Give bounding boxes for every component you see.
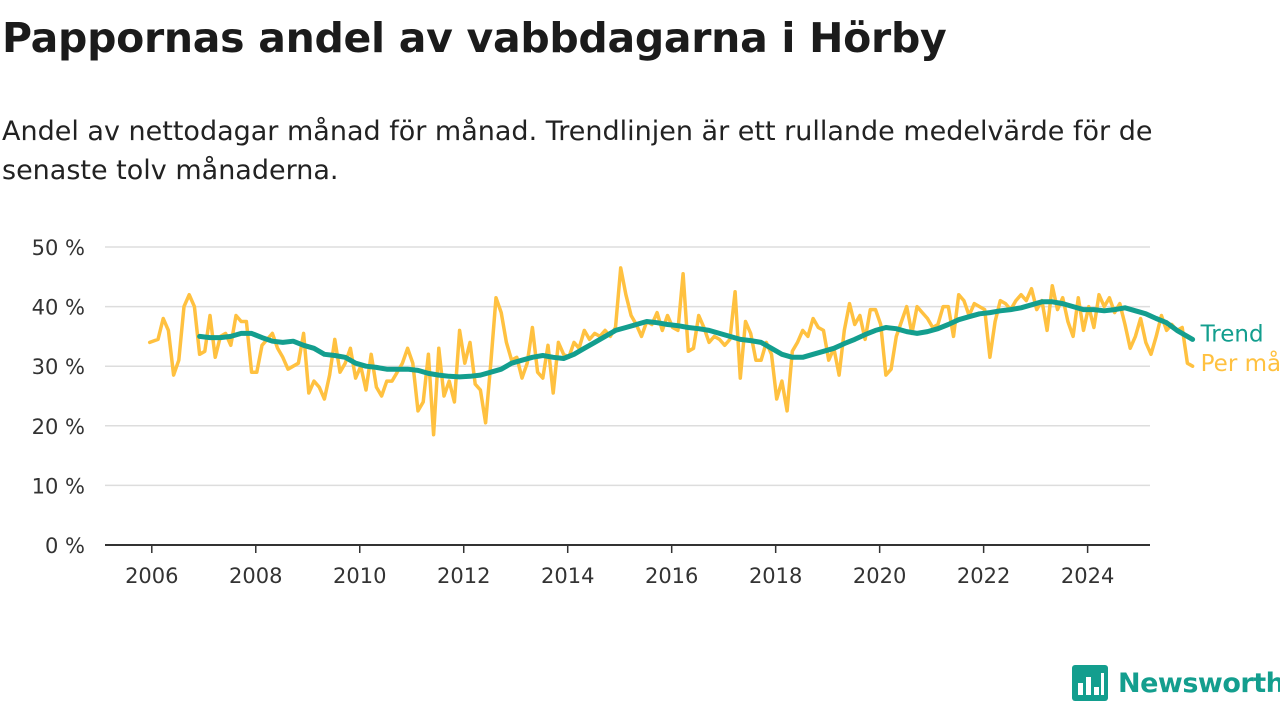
y-tick-label: 40 % <box>32 296 85 320</box>
x-tick-label: 2008 <box>229 564 282 588</box>
monthly-series-label: Per månad <box>1201 349 1280 377</box>
chart-title: Pappornas andel av vabbdagarna i Hörby <box>2 14 947 62</box>
x-tick-label: 2006 <box>125 564 178 588</box>
grid-lines <box>105 246 1150 487</box>
x-tick-label: 2018 <box>749 564 802 588</box>
y-tick-label: 30 % <box>32 355 85 379</box>
series-lines <box>147 266 1196 437</box>
x-tick-label: 2014 <box>541 564 594 588</box>
x-tick-label: 2010 <box>333 564 386 588</box>
x-tick-label: 2012 <box>437 564 490 588</box>
x-tick-label: 2022 <box>957 564 1010 588</box>
y-tick-label: 20 % <box>32 415 85 439</box>
monthly-series-line <box>147 266 1195 437</box>
newsworthy-logo: Newsworthy <box>1072 665 1280 701</box>
y-tick-label: 10 % <box>32 474 85 498</box>
x-axis: 2006 2008 2010 2012 2014 2016 2018 2020 2022 2024 <box>105 544 1150 588</box>
chart-subtitle: Andel av nettodagar månad för månad. Tre… <box>2 116 1153 186</box>
x-tick-label: 2020 <box>853 564 906 588</box>
y-axis-ticks: 0 % 10 % 20 % 30 % 40 % 50 % <box>32 236 85 558</box>
x-tick-label: 2024 <box>1061 564 1114 588</box>
series-labels: Trend Per månad <box>1200 321 1280 377</box>
y-tick-label: 0 % <box>45 534 85 558</box>
trend-series-label: Trend <box>1200 321 1264 347</box>
bar-chart-icon <box>1072 665 1108 701</box>
brand-name: Newsworthy <box>1118 667 1280 699</box>
trend-series-line <box>197 299 1196 380</box>
y-tick-label: 50 % <box>32 236 85 260</box>
x-tick-label: 2016 <box>645 564 698 588</box>
